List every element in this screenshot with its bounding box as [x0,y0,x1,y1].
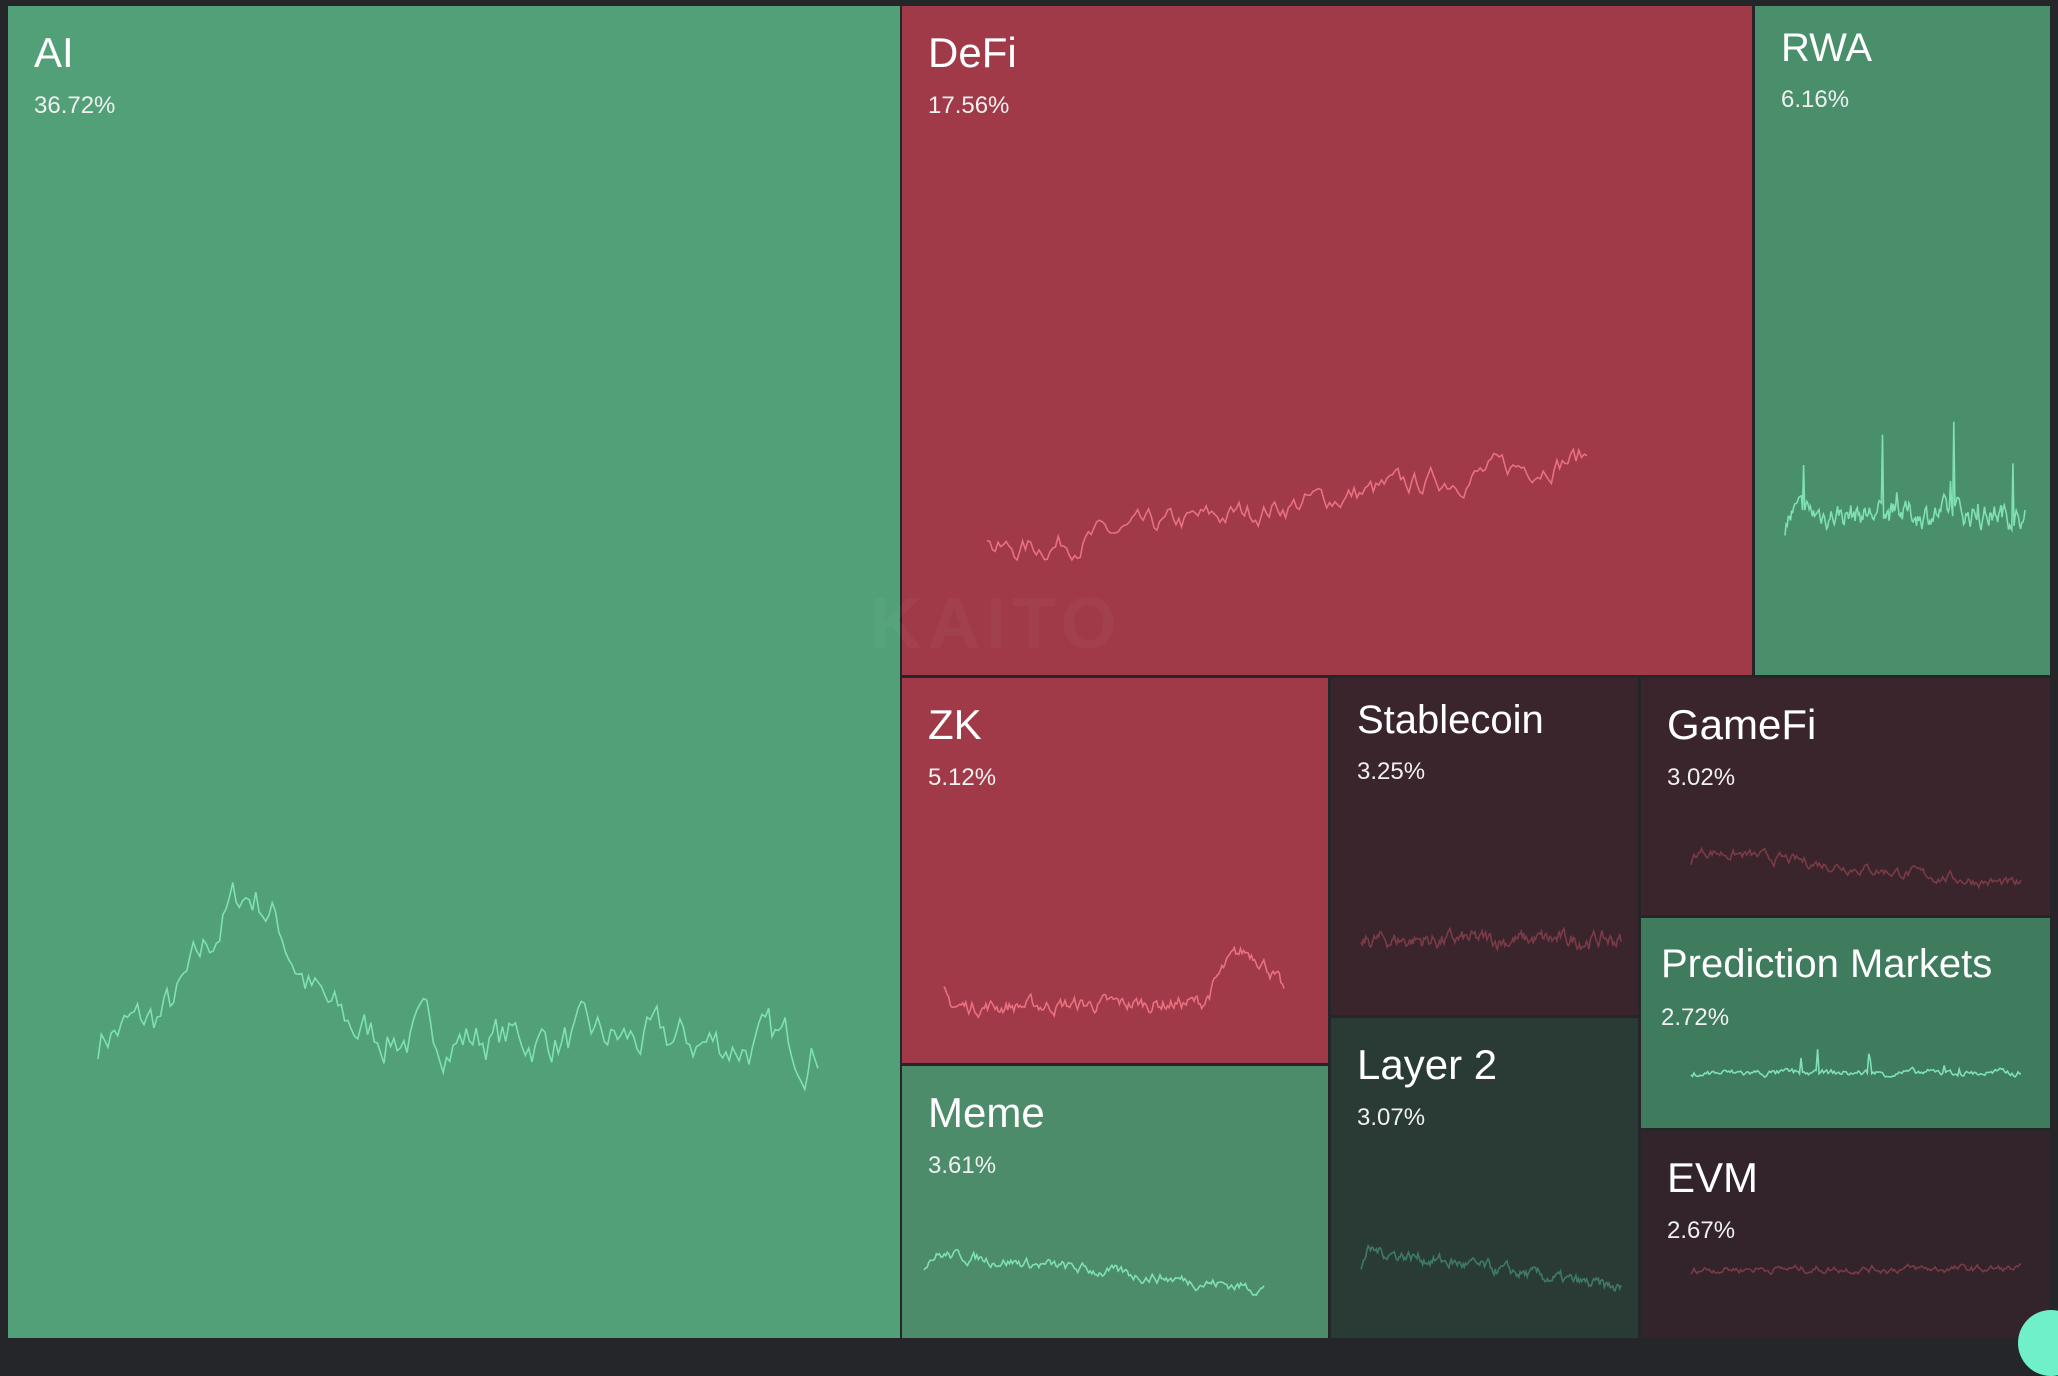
tile-meme[interactable]: Meme 3.61% [902,1066,1328,1338]
tile-name: Stablecoin [1357,698,1544,742]
tile-percent: 5.12% [928,764,997,791]
sparkline-path [1360,926,1622,953]
sparkline-path [1690,846,2022,890]
tile-percent: 3.61% [928,1152,997,1179]
tile-gamefi[interactable]: GameFi 3.02% [1641,678,2050,915]
tile-percent: 36.72% [34,92,116,119]
tile-stablecoin[interactable]: Stablecoin 3.25% [1331,678,1638,1015]
tile-percent: 17.56% [928,92,1010,119]
sparkline [1360,926,1622,953]
tile-percent: 2.72% [1661,1004,1730,1031]
sparkline-path [1360,1244,1622,1292]
sparkline [1690,1262,2022,1276]
sparkline-path [943,945,1285,1019]
tile-defi[interactable]: DeFi 17.56% [902,6,1752,675]
tile-ai[interactable]: AI 36.72% [8,6,900,1338]
tile-percent: 2.67% [1667,1217,1736,1244]
sparkline [1360,1244,1622,1292]
sparkline [986,447,1588,562]
sparkline [1784,421,2026,536]
tile-name: AI [34,29,74,76]
sparkline [97,882,819,1093]
sparkline-path [1690,1262,2022,1276]
tile-name: GameFi [1667,701,1817,748]
tile-rwa[interactable]: RWA 6.16% [1755,6,2050,675]
tile-percent: 3.25% [1357,758,1426,785]
tile-name: EVM [1667,1154,1759,1201]
sparkline [923,1248,1265,1297]
tile-layer-2[interactable]: Layer 2 3.07% [1331,1018,1638,1338]
sparkline-path [986,447,1588,562]
tile-percent: 3.02% [1667,764,1736,791]
sparkline-path [1690,1049,2022,1079]
tile-name: Layer 2 [1357,1041,1498,1088]
tile-zk[interactable]: ZK 5.12% [902,678,1328,1063]
tile-name: Meme [928,1089,1045,1136]
tile-name: ZK [928,701,982,748]
tile-prediction-markets[interactable]: Prediction Markets 2.72% [1641,918,2050,1128]
tile-name: DeFi [928,29,1017,76]
tile-percent: 3.07% [1357,1104,1426,1131]
sparkline-path [97,882,819,1093]
tile-name: RWA [1781,26,1873,70]
sparkline [1690,846,2022,890]
sparkline-path [923,1248,1265,1297]
tile-percent: 6.16% [1781,86,1850,113]
tile-name: Prediction Markets [1661,942,1993,986]
sparkline-path [1784,421,2026,536]
sparkline [1690,1049,2022,1079]
sparkline [943,945,1285,1019]
tile-evm[interactable]: EVM 2.67% [1641,1131,2050,1338]
